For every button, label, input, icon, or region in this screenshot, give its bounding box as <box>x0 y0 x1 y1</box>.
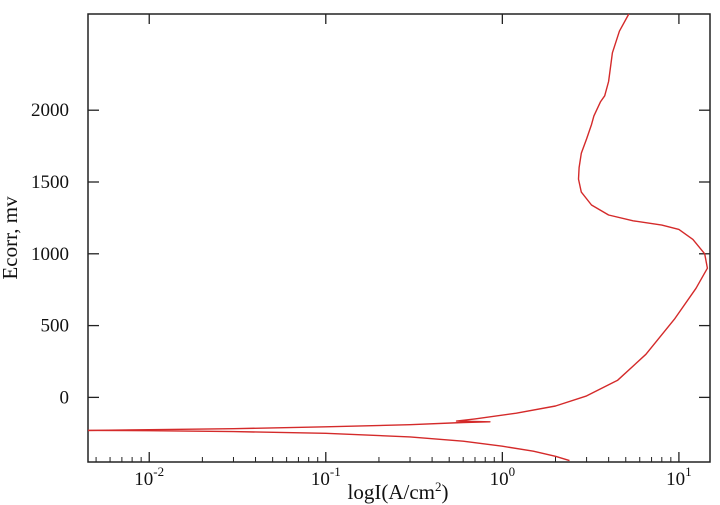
x-tick-label-2: 100 <box>490 464 515 490</box>
x-axis-title-close: ) <box>441 480 448 504</box>
x-tick-label-1: 10-1 <box>311 464 341 490</box>
polarization-curve-1 <box>87 429 570 462</box>
y-ticks: 0 500 1000 1500 2000 <box>31 100 710 408</box>
x-axis-title-superscript: 2 <box>435 479 442 494</box>
y-tick-label-4: 2000 <box>31 100 69 121</box>
y-tick-label-2: 1000 <box>31 244 69 265</box>
y-axis-title: Ecorr, mv <box>0 196 22 280</box>
y-tick-label-1: 500 <box>41 316 70 337</box>
x-ticks: 10-2 10-1 100 101 <box>95 14 692 490</box>
y-tick-label-3: 1500 <box>31 172 69 193</box>
polarization-curve-0 <box>87 13 709 432</box>
x-axis-title: logI(A/cm2) <box>348 479 449 504</box>
plot-frame <box>87 13 711 463</box>
curves <box>87 13 709 462</box>
x-tick-label-0: 10-2 <box>134 464 164 490</box>
y-tick-label-0: 0 <box>60 387 70 408</box>
x-tick-label-3: 101 <box>666 464 692 490</box>
